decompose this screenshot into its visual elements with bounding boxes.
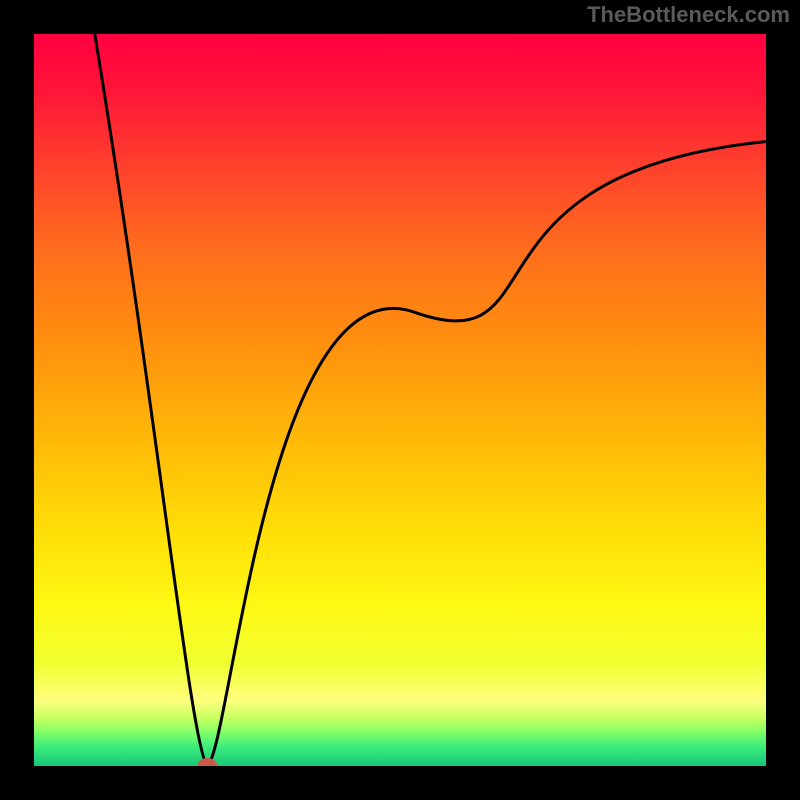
chart-svg bbox=[0, 0, 800, 800]
plot-background bbox=[34, 34, 766, 766]
watermark-text: TheBottleneck.com bbox=[587, 2, 790, 28]
chart-root: TheBottleneck.com bbox=[0, 0, 800, 800]
